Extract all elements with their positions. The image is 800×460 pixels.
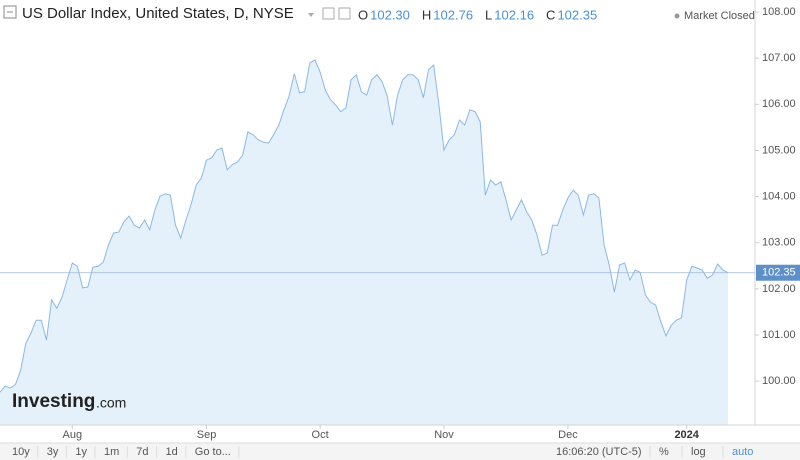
compare-icon[interactable]	[338, 7, 351, 20]
x-tick-label: 2024	[674, 429, 699, 441]
ohlc-value: 102.35	[557, 7, 597, 22]
option-button[interactable]: %	[659, 446, 669, 458]
range-button[interactable]: 7d	[136, 446, 148, 458]
clock: 16:06:20 (UTC-5)	[556, 446, 642, 458]
ohlc-value: 102.76	[433, 7, 473, 22]
ohlc-label: C	[546, 7, 555, 22]
ohlc-label: O	[358, 7, 368, 22]
last-price-box	[756, 264, 800, 281]
watermark: Investing	[12, 391, 95, 412]
area-fill	[0, 60, 728, 425]
x-tick-label: Aug	[62, 429, 82, 441]
y-tick-label: 101.00	[762, 329, 796, 341]
y-tick-label: 108.00	[762, 6, 796, 18]
plot-area	[0, 59, 729, 425]
option-button[interactable]: log	[691, 446, 706, 458]
y-tick-label: 106.00	[762, 98, 796, 110]
toolbar	[0, 443, 800, 460]
y-tick-label: 102.00	[762, 283, 796, 295]
ohlc-value: 102.30	[370, 7, 410, 22]
collapse-icon[interactable]	[3, 5, 17, 19]
y-tick-label: 104.00	[762, 190, 796, 202]
dropdown-icon[interactable]	[308, 13, 314, 17]
x-tick-label: Sep	[197, 429, 217, 441]
x-tick-label: Nov	[434, 429, 454, 441]
ohlc-value: 102.16	[494, 7, 534, 22]
range-button[interactable]: 1d	[166, 446, 178, 458]
y-tick-label: 103.00	[762, 237, 796, 249]
ohlc: O 102.30 H 102.76 L 102.16 C 102.35	[358, 7, 597, 22]
toolbar-items: 10y 3y 1y 1m 7d 1d Go to... 16:06:20 (UTC-5)% lo…	[12, 446, 753, 458]
market-status: Market Closed	[684, 10, 755, 22]
y-tick-label: 107.00	[762, 52, 796, 64]
range-button[interactable]: 1m	[104, 446, 119, 458]
range-button[interactable]: 10y	[12, 446, 30, 458]
range-button[interactable]: Go to...	[195, 446, 231, 458]
price-line	[0, 59, 729, 393]
range-button[interactable]: 3y	[47, 446, 59, 458]
last-price-label: 102.35	[762, 267, 796, 279]
x-tick-label: Dec	[558, 429, 578, 441]
option-button[interactable]: auto	[732, 446, 753, 458]
chart-title: US Dollar Index, United States, D, NYSE	[22, 5, 294, 22]
y-tick-label: 100.00	[762, 375, 796, 387]
ohlc-label: L	[485, 7, 492, 22]
x-tick-label: Oct	[312, 429, 329, 441]
y-tick-label: 105.00	[762, 144, 796, 156]
ohlc-label: H	[422, 7, 431, 22]
range-button[interactable]: 1y	[75, 446, 87, 458]
watermark: .com	[96, 395, 126, 411]
status-dot	[674, 13, 680, 19]
settings-icon[interactable]	[322, 7, 335, 20]
